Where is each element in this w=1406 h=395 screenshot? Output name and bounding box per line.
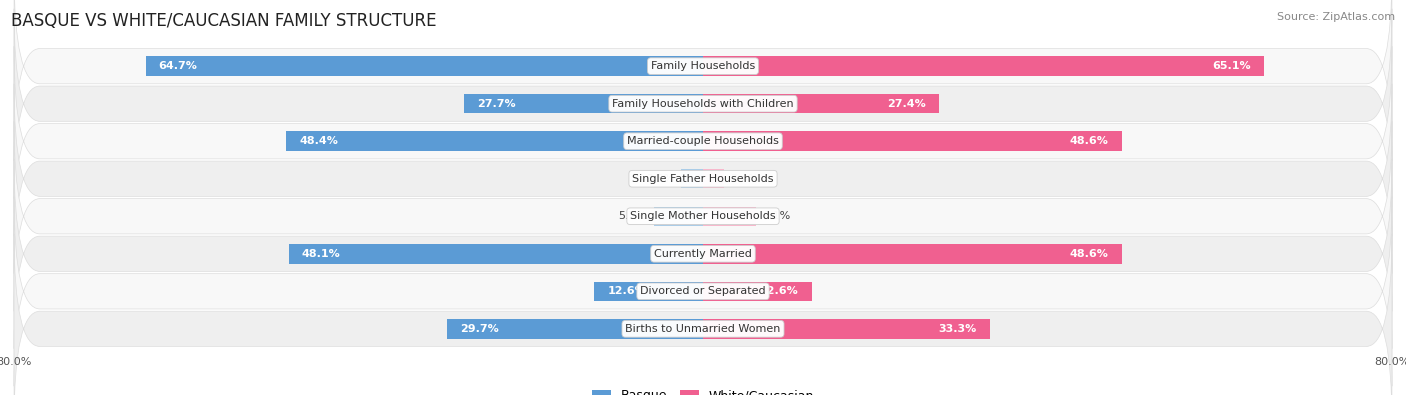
Bar <box>447 319 703 339</box>
Text: 64.7%: 64.7% <box>159 61 198 71</box>
Text: Source: ZipAtlas.com: Source: ZipAtlas.com <box>1277 12 1395 22</box>
Text: Single Father Households: Single Father Households <box>633 174 773 184</box>
Text: 2.5%: 2.5% <box>647 174 675 184</box>
Text: Births to Unmarried Women: Births to Unmarried Women <box>626 324 780 334</box>
Bar <box>703 169 724 188</box>
Bar <box>288 244 703 263</box>
Text: Currently Married: Currently Married <box>654 249 752 259</box>
Legend: Basque, White/Caucasian: Basque, White/Caucasian <box>588 384 818 395</box>
Bar <box>146 56 703 76</box>
Text: Family Households with Children: Family Households with Children <box>612 99 794 109</box>
Bar <box>654 207 703 226</box>
Bar <box>703 132 1122 151</box>
Text: 2.4%: 2.4% <box>731 174 759 184</box>
Bar <box>464 94 703 113</box>
Bar <box>703 282 811 301</box>
Text: 29.7%: 29.7% <box>460 324 499 334</box>
FancyBboxPatch shape <box>14 121 1392 311</box>
Text: 48.1%: 48.1% <box>302 249 340 259</box>
Text: Single Mother Households: Single Mother Households <box>630 211 776 221</box>
Text: Divorced or Separated: Divorced or Separated <box>640 286 766 296</box>
Text: 80.0%: 80.0% <box>1374 357 1406 367</box>
Bar <box>703 94 939 113</box>
Bar <box>703 56 1264 76</box>
FancyBboxPatch shape <box>14 46 1392 236</box>
Text: 65.1%: 65.1% <box>1212 61 1251 71</box>
Text: Family Households: Family Households <box>651 61 755 71</box>
Text: Married-couple Households: Married-couple Households <box>627 136 779 146</box>
Text: 6.1%: 6.1% <box>762 211 790 221</box>
Text: 27.4%: 27.4% <box>887 99 927 109</box>
Text: 12.6%: 12.6% <box>759 286 799 296</box>
Text: 80.0%: 80.0% <box>0 357 32 367</box>
FancyBboxPatch shape <box>14 159 1392 349</box>
Text: BASQUE VS WHITE/CAUCASIAN FAMILY STRUCTURE: BASQUE VS WHITE/CAUCASIAN FAMILY STRUCTU… <box>11 12 437 30</box>
Bar <box>703 319 990 339</box>
Text: 33.3%: 33.3% <box>939 324 977 334</box>
FancyBboxPatch shape <box>14 0 1392 161</box>
Bar <box>703 207 755 226</box>
Text: 48.6%: 48.6% <box>1070 136 1108 146</box>
Bar <box>682 169 703 188</box>
Text: 27.7%: 27.7% <box>478 99 516 109</box>
Text: 12.6%: 12.6% <box>607 286 647 296</box>
Bar <box>287 132 703 151</box>
Bar <box>595 282 703 301</box>
Text: 5.7%: 5.7% <box>619 211 647 221</box>
FancyBboxPatch shape <box>14 9 1392 199</box>
FancyBboxPatch shape <box>14 234 1392 395</box>
FancyBboxPatch shape <box>14 84 1392 274</box>
Bar <box>703 244 1122 263</box>
FancyBboxPatch shape <box>14 196 1392 386</box>
Text: 48.6%: 48.6% <box>1070 249 1108 259</box>
Text: 48.4%: 48.4% <box>299 136 337 146</box>
